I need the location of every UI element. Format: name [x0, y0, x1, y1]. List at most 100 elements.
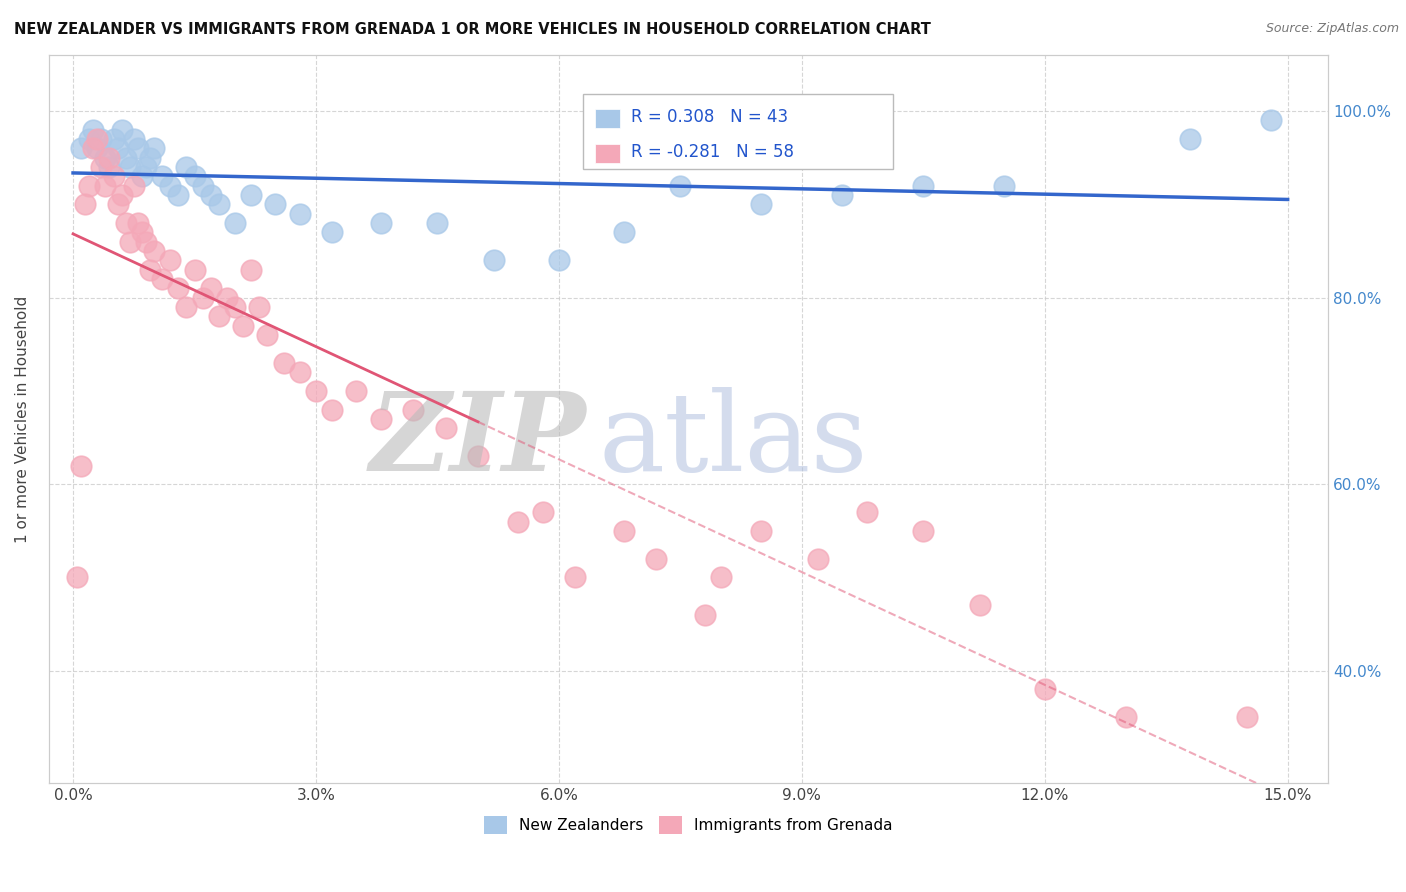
Point: [531, 505, 554, 519]
Point: [176, 300, 198, 314]
Point: [346, 384, 368, 398]
Point: [321, 225, 343, 239]
Point: [208, 310, 231, 324]
Text: ZIP: ZIP: [370, 387, 586, 494]
Text: R = 0.308   N = 43: R = 0.308 N = 43: [631, 108, 789, 126]
Point: [200, 188, 222, 202]
Point: [111, 188, 134, 202]
Point: [90, 132, 112, 146]
Point: [1236, 710, 1258, 724]
Point: [482, 253, 505, 268]
Point: [90, 160, 112, 174]
Point: [135, 160, 157, 174]
Point: [131, 225, 153, 239]
Legend: New Zealanders, Immigrants from Grenada: New Zealanders, Immigrants from Grenada: [478, 810, 898, 840]
Point: [749, 524, 772, 538]
Point: [94, 151, 117, 165]
Point: [710, 570, 733, 584]
Point: [912, 524, 935, 538]
Point: [103, 169, 125, 184]
Point: [86, 132, 108, 146]
Point: [159, 178, 181, 193]
Point: [114, 151, 136, 165]
Point: [191, 291, 214, 305]
Point: [150, 169, 173, 184]
Point: [118, 160, 141, 174]
Point: [749, 197, 772, 211]
Point: [143, 141, 166, 155]
Point: [215, 291, 238, 305]
Point: [183, 262, 205, 277]
Point: [912, 178, 935, 193]
Point: [159, 253, 181, 268]
Point: [114, 216, 136, 230]
Point: [240, 262, 263, 277]
Point: [98, 160, 121, 174]
Point: [693, 607, 716, 622]
Point: [167, 281, 190, 295]
Point: [131, 169, 153, 184]
Point: [613, 524, 636, 538]
Point: [548, 253, 571, 268]
Point: [370, 412, 392, 426]
Point: [176, 160, 198, 174]
Point: [855, 505, 877, 519]
Point: [993, 178, 1015, 193]
Text: NEW ZEALANDER VS IMMIGRANTS FROM GRENADA 1 OR MORE VEHICLES IN HOUSEHOLD CORRELA: NEW ZEALANDER VS IMMIGRANTS FROM GRENADA…: [14, 22, 931, 37]
Point: [122, 132, 145, 146]
Point: [434, 421, 457, 435]
Point: [127, 216, 149, 230]
Point: [183, 169, 205, 184]
Text: Source: ZipAtlas.com: Source: ZipAtlas.com: [1265, 22, 1399, 36]
Point: [264, 197, 287, 211]
Point: [122, 178, 145, 193]
Point: [82, 141, 104, 155]
Point: [103, 132, 125, 146]
Point: [613, 225, 636, 239]
Point: [224, 216, 246, 230]
Point: [70, 458, 93, 473]
Point: [831, 188, 853, 202]
Point: [66, 570, 89, 584]
Point: [508, 515, 530, 529]
Point: [426, 216, 449, 230]
Point: [370, 216, 392, 230]
Point: [200, 281, 222, 295]
Point: [139, 151, 162, 165]
Point: [467, 449, 489, 463]
Text: R = -0.281   N = 58: R = -0.281 N = 58: [631, 143, 794, 161]
Point: [645, 551, 668, 566]
Point: [70, 141, 93, 155]
Point: [77, 178, 100, 193]
Point: [167, 188, 190, 202]
Point: [564, 570, 586, 584]
Point: [127, 141, 149, 155]
Point: [305, 384, 328, 398]
Point: [224, 300, 246, 314]
Point: [247, 300, 270, 314]
Point: [150, 272, 173, 286]
Point: [77, 132, 100, 146]
Text: atlas: atlas: [599, 387, 869, 494]
Point: [135, 235, 157, 249]
Point: [111, 122, 134, 136]
Point: [118, 235, 141, 249]
Point: [1033, 682, 1056, 697]
Point: [256, 328, 278, 343]
Point: [288, 365, 311, 379]
Point: [107, 141, 129, 155]
Point: [321, 402, 343, 417]
Y-axis label: 1 or more Vehicles in Household: 1 or more Vehicles in Household: [15, 295, 30, 542]
Point: [807, 551, 830, 566]
Point: [75, 197, 97, 211]
Point: [288, 207, 311, 221]
Point: [1260, 113, 1282, 128]
Point: [143, 244, 166, 258]
Point: [232, 318, 254, 333]
Point: [98, 151, 121, 165]
Point: [86, 141, 108, 155]
Point: [402, 402, 425, 417]
Point: [107, 197, 129, 211]
Point: [82, 122, 104, 136]
Point: [139, 262, 162, 277]
